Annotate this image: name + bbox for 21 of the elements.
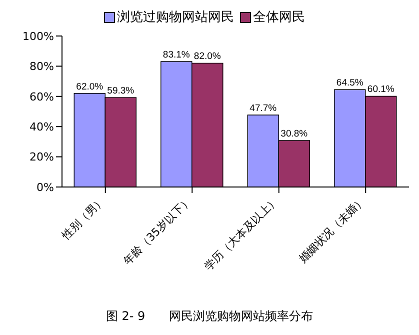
x-tick-label: 年龄（35岁以下） <box>120 194 194 268</box>
data-label: 82.0% <box>194 51 222 62</box>
x-tick-label: 婚姻状况（未婚） <box>296 194 368 266</box>
x-tick-label: 学历（大本及以上） <box>202 194 281 274</box>
data-label: 59.3% <box>107 85 135 96</box>
data-label: 83.1% <box>162 50 190 61</box>
text: 图 2- 9 网民浏览购物网站频率分布 <box>104 308 314 325</box>
legend-label: 浏览过购物网站网民 <box>117 9 234 26</box>
data-label: 64.5% <box>336 78 364 89</box>
y-tick-label: 20% <box>30 150 54 164</box>
y-tick-label: 80% <box>30 60 54 74</box>
data-label: 30.8% <box>280 128 308 140</box>
y-tick-label: 60% <box>30 90 54 104</box>
y-tick-label: 100% <box>22 30 54 43</box>
data-label: 62.0% <box>76 81 104 92</box>
y-tick-label: 40% <box>30 120 54 134</box>
data-label: 47.7% <box>250 102 278 114</box>
data-label: 60.1% <box>367 84 395 96</box>
legend-label: 全体网民 <box>253 9 305 26</box>
y-tick-label: 0% <box>36 180 54 194</box>
x-tick-label: 性别（男） <box>58 194 108 243</box>
